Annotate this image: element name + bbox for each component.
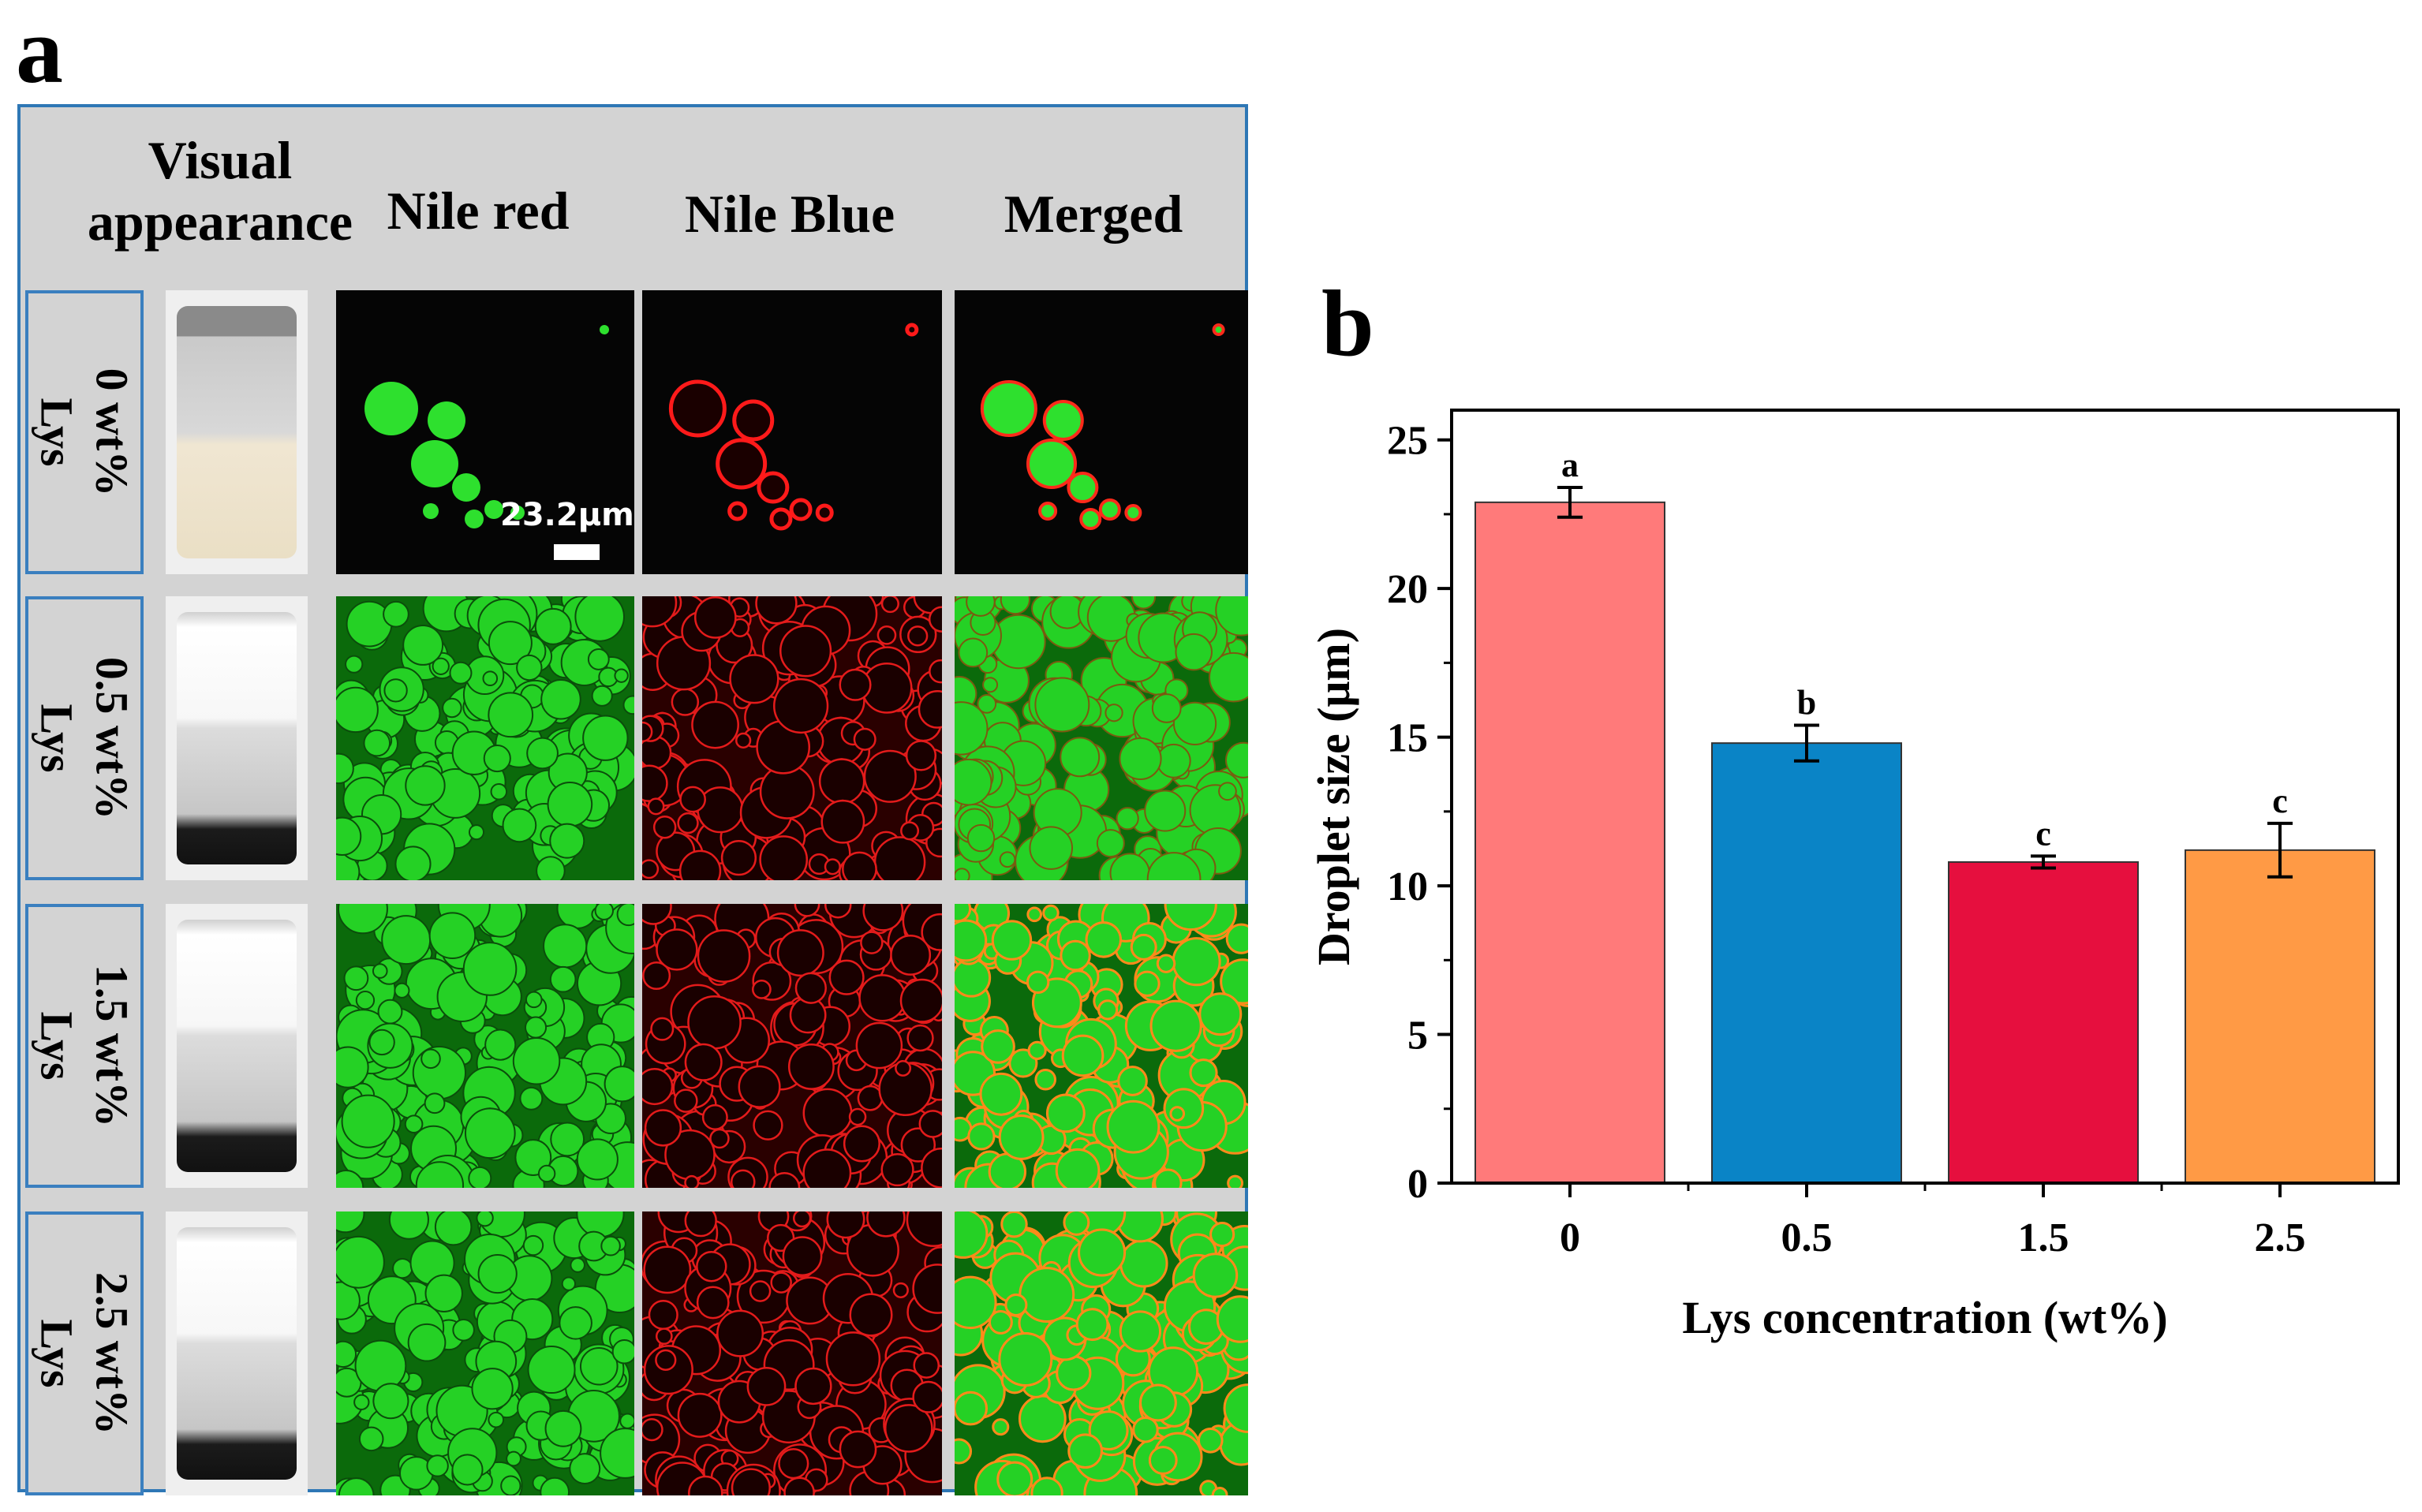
row-label-0: 0 wt% Lys	[25, 290, 144, 574]
micrograph-panel: Visual appearance Nile red Nile Blue Mer…	[17, 104, 1248, 1495]
merged-image	[955, 290, 1248, 574]
nile-red-image	[336, 904, 634, 1188]
bar-0.5	[1711, 742, 1902, 1184]
row-label-text: 1.5 wt% Lys	[29, 965, 139, 1127]
x-tick-label: 2.5	[2255, 1215, 2306, 1260]
y-tick-label: 20	[1387, 567, 1428, 612]
header-nile-blue: Nile Blue	[684, 184, 895, 244]
significance-letter: b	[1797, 684, 1816, 722]
row-label-line: Lys	[32, 1011, 83, 1081]
x-tick-label: 1.5	[2018, 1215, 2069, 1260]
merged-image	[955, 596, 1248, 880]
vial-photo	[166, 290, 308, 574]
row-label-text: 0.5 wt% Lys	[29, 657, 139, 819]
nile-red-image	[336, 1211, 634, 1495]
nile-blue-image	[642, 904, 942, 1188]
y-tick-label: 10	[1387, 864, 1428, 909]
scale-bar-label: 23.2μm	[500, 497, 634, 533]
error-bar	[1557, 486, 1583, 519]
row-label-text: 0 wt% Lys	[29, 368, 139, 497]
row-label-line: Lys	[32, 398, 83, 467]
significance-letter: a	[1561, 446, 1579, 484]
bar-1.5	[1948, 861, 2139, 1185]
y-axis-ticks: 0 5 10 15 20 25	[1387, 419, 1452, 1207]
header-visual-appearance: Visual appearance	[35, 129, 406, 252]
nile-blue-image	[642, 1211, 942, 1495]
y-tick-label: 5	[1407, 1014, 1428, 1058]
x-axis-label: Lys concentration (wt%)	[1682, 1292, 2167, 1343]
y-axis-label: Droplet size (μm)	[1308, 628, 1359, 965]
row-label-2: 1.5 wt% Lys	[25, 904, 144, 1188]
scale-bar	[554, 544, 600, 560]
row-label-3: 2.5 wt% Lys	[25, 1211, 144, 1495]
header-merged: Merged	[1004, 184, 1183, 244]
vial-photo	[166, 596, 308, 880]
row-label-1: 0.5 wt% Lys	[25, 596, 144, 880]
x-tick-label: 0	[1560, 1215, 1580, 1260]
significance-letter: c	[2035, 814, 2051, 853]
header-nile-red: Nile red	[387, 181, 570, 241]
nile-blue-image	[642, 596, 942, 880]
x-tick-label: 0.5	[1781, 1215, 1833, 1260]
bars: a 0 b 0.5 c 1.5 c 2.5	[1475, 446, 2375, 1260]
bar-0	[1475, 501, 1665, 1185]
droplet-size-chart: 0 5 10 15 20 25 a 0 b 0.5 c 1.5 c 2.5 Droplet size (…	[1308, 409, 2400, 1343]
merged-image	[955, 904, 1248, 1188]
merged-image	[955, 1211, 1248, 1495]
y-tick-label: 0	[1407, 1162, 1428, 1207]
bar-2.5	[2185, 849, 2375, 1184]
vial-photo	[166, 1211, 308, 1495]
row-label-line: Lys	[32, 704, 83, 773]
nile-red-image	[336, 596, 634, 880]
header-visual-line1: Visual	[148, 130, 293, 190]
vial-photo	[166, 904, 308, 1188]
plot-frame	[1450, 409, 2400, 1185]
row-label-line: 0 wt%	[86, 368, 138, 497]
y-tick-label: 15	[1387, 716, 1428, 761]
y-tick-label: 25	[1387, 419, 1428, 464]
error-bar	[2267, 821, 2293, 879]
header-visual-line2: appearance	[87, 192, 353, 252]
row-label-text: 2.5 wt% Lys	[29, 1272, 139, 1435]
nile-blue-image	[642, 290, 942, 574]
row-label-line: 2.5 wt%	[86, 1271, 138, 1435]
error-bar	[2031, 854, 2056, 870]
panel-a-letter: a	[16, 0, 63, 103]
row-label-line: 1.5 wt%	[86, 964, 138, 1128]
row-label-line: Lys	[32, 1319, 83, 1388]
nile-red-image: 23.2μm	[336, 290, 634, 574]
panel-b-letter: b	[1321, 271, 1374, 375]
error-bar	[1794, 723, 1819, 763]
significance-letter: c	[2272, 782, 2288, 820]
row-label-line: 0.5 wt%	[86, 656, 138, 820]
